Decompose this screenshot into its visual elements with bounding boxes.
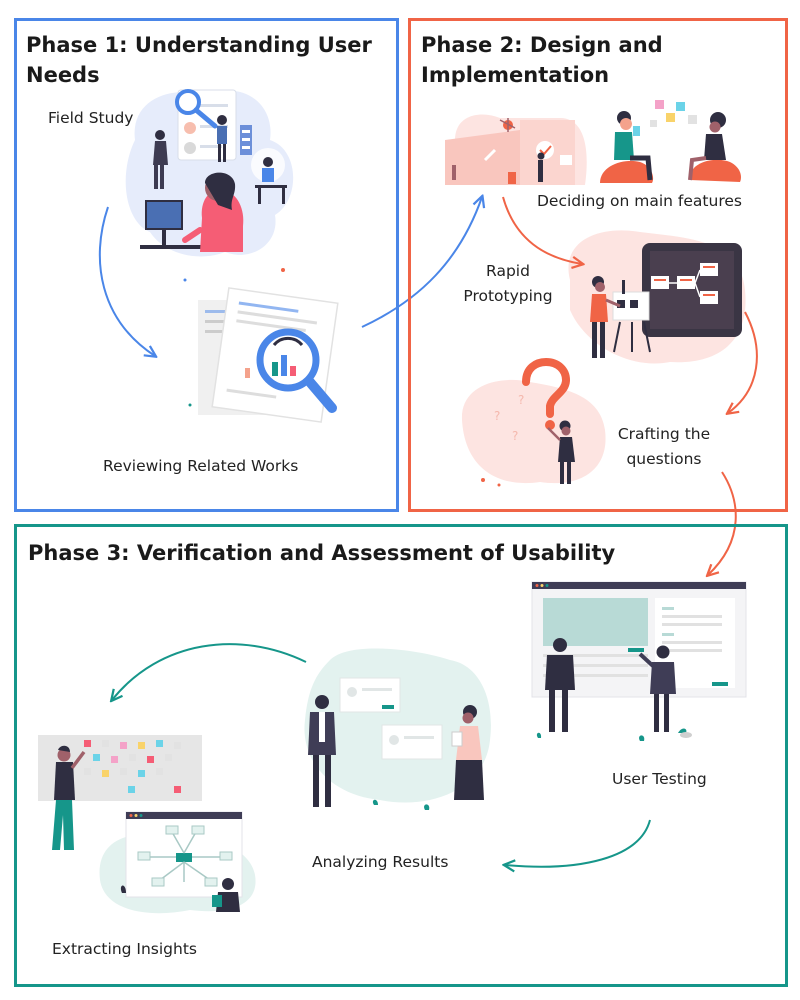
svg-text:?: ? (518, 393, 524, 407)
step-reviewing-related-works: Reviewing Related Works (103, 457, 299, 475)
step-crafting-questions: Crafting the questions (608, 422, 720, 472)
tablet-prototype-illustration (568, 230, 746, 364)
step-extracting-insights: Extracting Insights (52, 940, 198, 958)
step-user-testing: User Testing (612, 770, 707, 788)
phase-1-title: Phase 1: Understanding User Needs (26, 30, 372, 90)
phase-2-title-line2: Implementation (421, 63, 610, 87)
step-crafting-questions-line1: Crafting the (617, 425, 711, 443)
arrow-field-study-to-reviewing (98, 206, 155, 356)
meeting-room-illustration (445, 114, 587, 185)
svg-text:?: ? (512, 429, 518, 443)
arrow-features-to-prototyping (502, 196, 582, 264)
phase-1-title-line2: Needs (26, 63, 100, 87)
arrow-phase2-to-phase3 (708, 471, 737, 575)
phase-2-title-line1: Phase 2: Design and (421, 33, 663, 57)
step-rapid-prototyping-line2: Prototyping (463, 287, 553, 305)
arrow-analyzing-to-insights (112, 643, 307, 700)
step-crafting-questions-line2: questions (626, 450, 702, 468)
phase-2-title: Phase 2: Design and Implementation (421, 30, 663, 90)
arrow-testing-to-analyzing (505, 819, 651, 867)
step-rapid-prototyping-line1: Rapid (486, 262, 530, 280)
field-study-illustration (125, 89, 294, 257)
arrow-prototyping-to-questions (728, 311, 758, 413)
analyzing-results-illustration (304, 648, 491, 810)
phase-3-box (14, 524, 788, 987)
user-testing-illustration (531, 581, 747, 741)
question-mark-illustration: ? ? ? (461, 357, 606, 487)
step-rapid-prototyping: Rapid Prototyping (453, 259, 563, 309)
phase-2-box (408, 18, 788, 512)
phase-1-box (14, 18, 399, 512)
arrow-phase1-to-phase2 (361, 197, 482, 328)
sticky-notes-insights-illustration (38, 735, 256, 914)
seated-people-illustration (600, 100, 741, 183)
magnifier-document-illustration (183, 268, 339, 423)
step-analyzing-results: Analyzing Results (312, 853, 449, 871)
phase-1-title-line1: Phase 1: Understanding User (26, 33, 372, 57)
phase-3-title: Phase 3: Verification and Assessment of … (28, 541, 616, 565)
svg-text:?: ? (494, 409, 500, 423)
step-deciding-main-features: Deciding on main features (537, 192, 742, 210)
step-field-study: Field Study (48, 109, 134, 127)
